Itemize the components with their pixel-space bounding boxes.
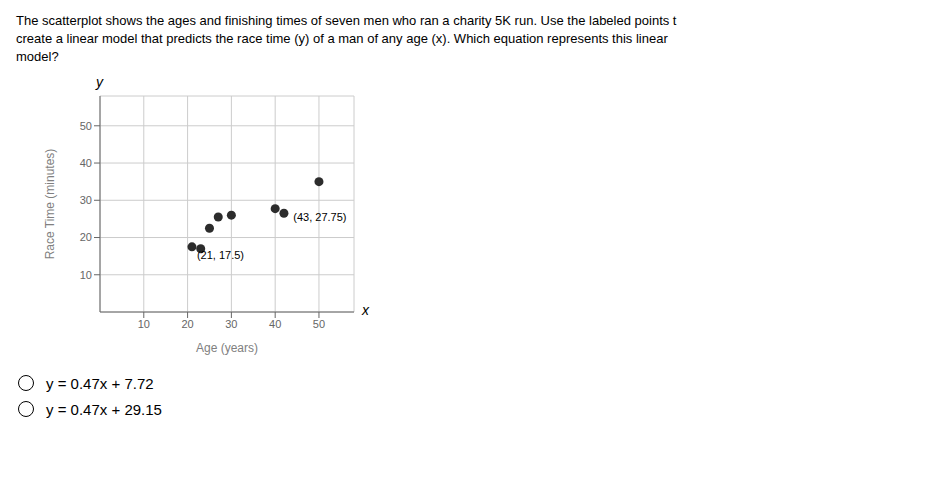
svg-text:10: 10: [80, 269, 92, 281]
svg-text:50: 50: [80, 120, 92, 132]
svg-text:20: 20: [80, 231, 92, 243]
html-text:y = 0.47x + 29.15: y = 0.47x + 29.15: [46, 400, 162, 418]
svg-text:40: 40: [269, 318, 281, 330]
svg-text:40: 40: [80, 157, 92, 169]
html-text:The scatterplot shows the ages: The scatterplot shows the ages and finis…: [16, 13, 677, 64]
html-text:y = 0.47x + 7.72: y = 0.47x + 7.72: [46, 374, 154, 392]
svg-text:Age (years): Age (years): [196, 341, 258, 355]
svg-text:Race Time (minutes): Race Time (minutes): [43, 149, 57, 260]
svg-text:50: 50: [313, 318, 325, 330]
html-text:y: y: [96, 74, 103, 90]
svg-text:(21, 17.5): (21, 17.5): [197, 249, 244, 261]
svg-text:30: 30: [80, 194, 92, 206]
svg-text:30: 30: [225, 318, 237, 330]
svg-text:10: 10: [138, 318, 150, 330]
svg-text:(43, 27.75): (43, 27.75): [293, 211, 346, 223]
html-text:x: x: [362, 302, 369, 318]
svg-text:20: 20: [181, 318, 193, 330]
